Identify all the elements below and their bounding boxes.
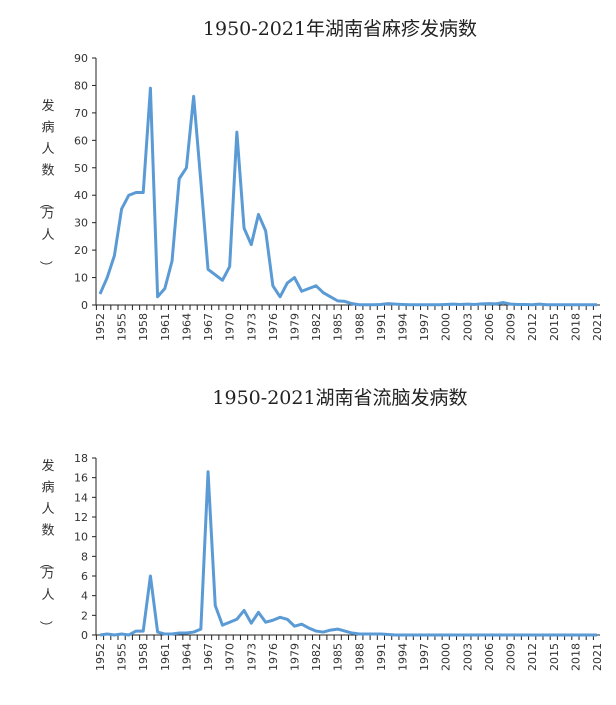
x-tick-label: 1964 bbox=[180, 643, 193, 671]
y-tick-label: 8 bbox=[81, 550, 88, 563]
x-tick-label: 2000 bbox=[440, 643, 453, 671]
y-tick-label: 40 bbox=[74, 189, 88, 202]
x-tick-label: 2009 bbox=[505, 643, 518, 671]
x-tick-label: 2015 bbox=[548, 643, 561, 671]
x-tick-label: 1988 bbox=[353, 643, 366, 671]
y-tick-label: 18 bbox=[74, 452, 88, 465]
x-tick-label: 1961 bbox=[159, 313, 172, 341]
y-tick-label: 0 bbox=[81, 629, 88, 642]
x-tick-label: 2021 bbox=[591, 643, 604, 671]
x-tick-label: 1991 bbox=[375, 313, 388, 341]
y-tick-label: 16 bbox=[74, 472, 88, 485]
chart-title: 1950-2021湖南省流脑发病数 bbox=[212, 387, 467, 409]
x-tick-label: 2012 bbox=[526, 313, 539, 341]
y-tick-label: 0 bbox=[81, 299, 88, 312]
y-tick-label: 60 bbox=[74, 134, 88, 147]
x-tick-label: 1952 bbox=[94, 313, 107, 341]
x-tick-label: 2003 bbox=[461, 313, 474, 341]
y-tick-label: 14 bbox=[74, 491, 88, 504]
x-tick-label: 1997 bbox=[418, 643, 431, 671]
x-tick-label: 1979 bbox=[288, 313, 301, 341]
x-tick-label: 2006 bbox=[483, 643, 496, 671]
series-line bbox=[98, 86, 597, 307]
x-tick-label: 1997 bbox=[418, 313, 431, 341]
x-tick-label: 2018 bbox=[569, 313, 582, 341]
x-tick-label: 1958 bbox=[137, 313, 150, 341]
x-tick-label: 1964 bbox=[180, 313, 193, 341]
x-tick-label: 1973 bbox=[245, 643, 258, 671]
x-tick-label: 2021 bbox=[591, 313, 604, 341]
y-axis-label: 发病人数（万人） bbox=[37, 98, 54, 274]
y-tick-label: 80 bbox=[74, 79, 88, 92]
x-tick-label: 1973 bbox=[245, 313, 258, 341]
x-tick-label: 2009 bbox=[505, 313, 518, 341]
x-tick-label: 1982 bbox=[310, 643, 323, 671]
y-tick-label: 10 bbox=[74, 272, 88, 285]
y-tick-label: 4 bbox=[81, 590, 88, 603]
x-tick-label: 1985 bbox=[332, 643, 345, 671]
x-tick-label: 1988 bbox=[353, 313, 366, 341]
x-tick-label: 1970 bbox=[224, 313, 237, 341]
y-tick-label: 2 bbox=[81, 609, 88, 622]
x-tick-label: 1952 bbox=[94, 643, 107, 671]
y-tick-label: 12 bbox=[74, 511, 88, 524]
x-tick-label: 1967 bbox=[202, 643, 215, 671]
x-tick-label: 2015 bbox=[548, 313, 561, 341]
x-tick-label: 1976 bbox=[267, 643, 280, 671]
x-tick-label: 1994 bbox=[397, 643, 410, 671]
y-tick-label: 70 bbox=[74, 107, 88, 120]
y-tick-label: 50 bbox=[74, 162, 88, 175]
x-tick-label: 1976 bbox=[267, 313, 280, 341]
x-tick-label: 1970 bbox=[224, 643, 237, 671]
y-tick-label: 30 bbox=[74, 217, 88, 230]
series-line bbox=[99, 470, 597, 637]
x-tick-label: 1991 bbox=[375, 643, 388, 671]
x-tick-label: 1982 bbox=[310, 313, 323, 341]
y-tick-label: 90 bbox=[74, 52, 88, 65]
x-tick-label: 1985 bbox=[332, 313, 345, 341]
x-tick-label: 1961 bbox=[159, 643, 172, 671]
x-tick-label: 2006 bbox=[483, 313, 496, 341]
x-tick-label: 1955 bbox=[116, 313, 129, 341]
chart-title: 1950-2021年湖南省麻疹发病数 bbox=[203, 18, 477, 40]
y-tick-label: 10 bbox=[74, 531, 88, 544]
x-tick-label: 1967 bbox=[202, 313, 215, 341]
x-tick-label: 1979 bbox=[288, 643, 301, 671]
x-tick-label: 2012 bbox=[526, 643, 539, 671]
y-tick-label: 20 bbox=[74, 244, 88, 257]
x-tick-label: 1955 bbox=[116, 643, 129, 671]
x-tick-label: 1994 bbox=[397, 313, 410, 341]
x-tick-label: 2000 bbox=[440, 313, 453, 341]
x-tick-label: 2003 bbox=[461, 643, 474, 671]
x-tick-label: 1958 bbox=[137, 643, 150, 671]
y-axis-label: 发病人数（万人） bbox=[37, 458, 54, 634]
y-tick-label: 6 bbox=[81, 570, 88, 583]
x-tick-label: 2018 bbox=[569, 643, 582, 671]
